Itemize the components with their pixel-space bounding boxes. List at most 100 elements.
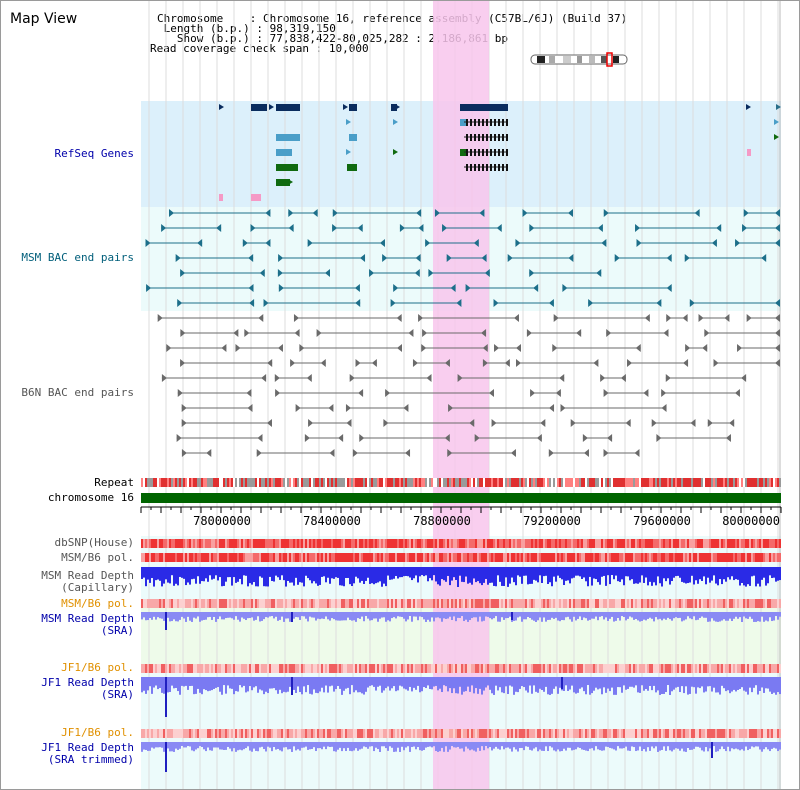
bac-end-marker[interactable] (354, 284, 360, 292)
gene-block[interactable] (251, 194, 261, 201)
bac-end-marker[interactable] (257, 434, 263, 442)
bac-end-marker[interactable] (724, 314, 730, 322)
bac-end-marker[interactable] (568, 209, 574, 217)
bac-end-marker[interactable] (278, 284, 284, 292)
bac-end-marker[interactable] (275, 389, 281, 397)
bac-end-marker[interactable] (383, 419, 389, 427)
msm-depth-cap-label-2[interactable]: (Capillary) (61, 581, 134, 594)
bac-end-marker[interactable] (526, 329, 532, 337)
bac-end-marker[interactable] (635, 224, 641, 232)
bac-end-marker[interactable] (206, 449, 212, 457)
bac-end-marker[interactable] (576, 329, 582, 337)
bac-end-marker[interactable] (250, 224, 256, 232)
bac-end-marker[interactable] (704, 329, 710, 337)
gene-block[interactable] (276, 134, 300, 141)
bac-end-marker[interactable] (775, 359, 780, 367)
bac-end-marker[interactable] (570, 419, 576, 427)
bac-end-marker[interactable] (399, 224, 405, 232)
bac-end-marker[interactable] (661, 404, 667, 412)
bac-end-marker[interactable] (529, 269, 535, 277)
bac-end-marker[interactable] (244, 329, 250, 337)
msm-depth-sra-label-2[interactable]: (SRA) (100, 624, 134, 637)
bac-end-marker[interactable] (457, 374, 463, 382)
bac-end-marker[interactable] (180, 329, 186, 337)
bac-end-marker[interactable] (277, 269, 283, 277)
bac-end-marker[interactable] (775, 209, 780, 217)
bac-end-marker[interactable] (308, 419, 314, 427)
bac-end-marker[interactable] (295, 404, 301, 412)
bac-end-marker[interactable] (698, 314, 704, 322)
bac-end-marker[interactable] (465, 284, 471, 292)
bac-end-marker[interactable] (181, 419, 187, 427)
bac-end-marker[interactable] (349, 374, 355, 382)
bac-end-marker[interactable] (390, 299, 396, 307)
bac-end-marker[interactable] (702, 344, 708, 352)
bac-end-marker[interactable] (504, 359, 510, 367)
bac-end-marker[interactable] (540, 419, 546, 427)
bac-end-marker[interactable] (636, 239, 642, 247)
bac-end-marker[interactable] (663, 329, 669, 337)
bac-end-marker[interactable] (583, 449, 589, 457)
bac-end-marker[interactable] (627, 359, 633, 367)
bac-end-marker[interactable] (277, 344, 283, 352)
bac-end-marker[interactable] (328, 404, 334, 412)
bac-end-marker[interactable] (263, 299, 269, 307)
bac-end-marker[interactable] (707, 419, 713, 427)
bac-end-marker[interactable] (560, 404, 566, 412)
bac-end-marker[interactable] (258, 314, 264, 322)
gene-block[interactable] (349, 134, 357, 141)
bac-end-marker[interactable] (247, 404, 253, 412)
bac-end-marker[interactable] (725, 434, 731, 442)
bac-end-marker[interactable] (355, 299, 361, 307)
bac-end-marker[interactable] (403, 404, 409, 412)
bac-end-marker[interactable] (516, 359, 522, 367)
bac-end-marker[interactable] (493, 299, 499, 307)
bac-end-marker[interactable] (249, 299, 255, 307)
bac-end-marker[interactable] (746, 314, 752, 322)
bac-end-marker[interactable] (643, 389, 649, 397)
bac-end-marker[interactable] (685, 344, 691, 352)
bac-end-marker[interactable] (482, 344, 488, 352)
bac-end-marker[interactable] (312, 209, 318, 217)
bac-end-marker[interactable] (290, 359, 296, 367)
bac-end-marker[interactable] (304, 434, 310, 442)
bac-end-marker[interactable] (684, 254, 690, 262)
bac-end-marker[interactable] (522, 209, 528, 217)
bac-end-marker[interactable] (369, 269, 375, 277)
bac-end-marker[interactable] (516, 344, 522, 352)
bac-end-marker[interactable] (716, 224, 722, 232)
bac-end-marker[interactable] (601, 239, 607, 247)
bac-end-marker[interactable] (481, 254, 487, 262)
bac-end-marker[interactable] (415, 254, 421, 262)
bac-end-marker[interactable] (606, 329, 612, 337)
bac-end-marker[interactable] (603, 209, 609, 217)
bac-end-marker[interactable] (775, 329, 780, 337)
bac-end-marker[interactable] (614, 254, 620, 262)
bac-end-marker[interactable] (306, 374, 312, 382)
bac-end-marker[interactable] (358, 389, 364, 397)
bac-end-marker[interactable] (775, 224, 780, 232)
bac-end-marker[interactable] (418, 224, 424, 232)
bac-end-marker[interactable] (620, 374, 626, 382)
bac-end-marker[interactable] (444, 434, 450, 442)
bac-end-marker[interactable] (530, 389, 536, 397)
b6n-bac-label[interactable]: B6N BAC end pairs (21, 386, 134, 399)
bac-end-marker[interactable] (775, 299, 780, 307)
bac-end-marker[interactable] (325, 269, 331, 277)
chromosome-bar[interactable] (141, 493, 781, 503)
bac-end-marker[interactable] (634, 449, 640, 457)
bac-end-marker[interactable] (553, 314, 559, 322)
bac-end-marker[interactable] (469, 419, 475, 427)
bac-end-marker[interactable] (481, 329, 487, 337)
bac-end-marker[interactable] (582, 434, 588, 442)
bac-end-marker[interactable] (161, 374, 167, 382)
bac-end-marker[interactable] (741, 374, 747, 382)
bac-end-marker[interactable] (515, 239, 521, 247)
bac-end-marker[interactable] (274, 374, 280, 382)
bac-end-marker[interactable] (603, 389, 609, 397)
bac-end-marker[interactable] (346, 419, 352, 427)
gene-block[interactable] (391, 104, 397, 111)
bac-end-marker[interactable] (293, 314, 299, 322)
bac-end-marker[interactable] (352, 449, 358, 457)
